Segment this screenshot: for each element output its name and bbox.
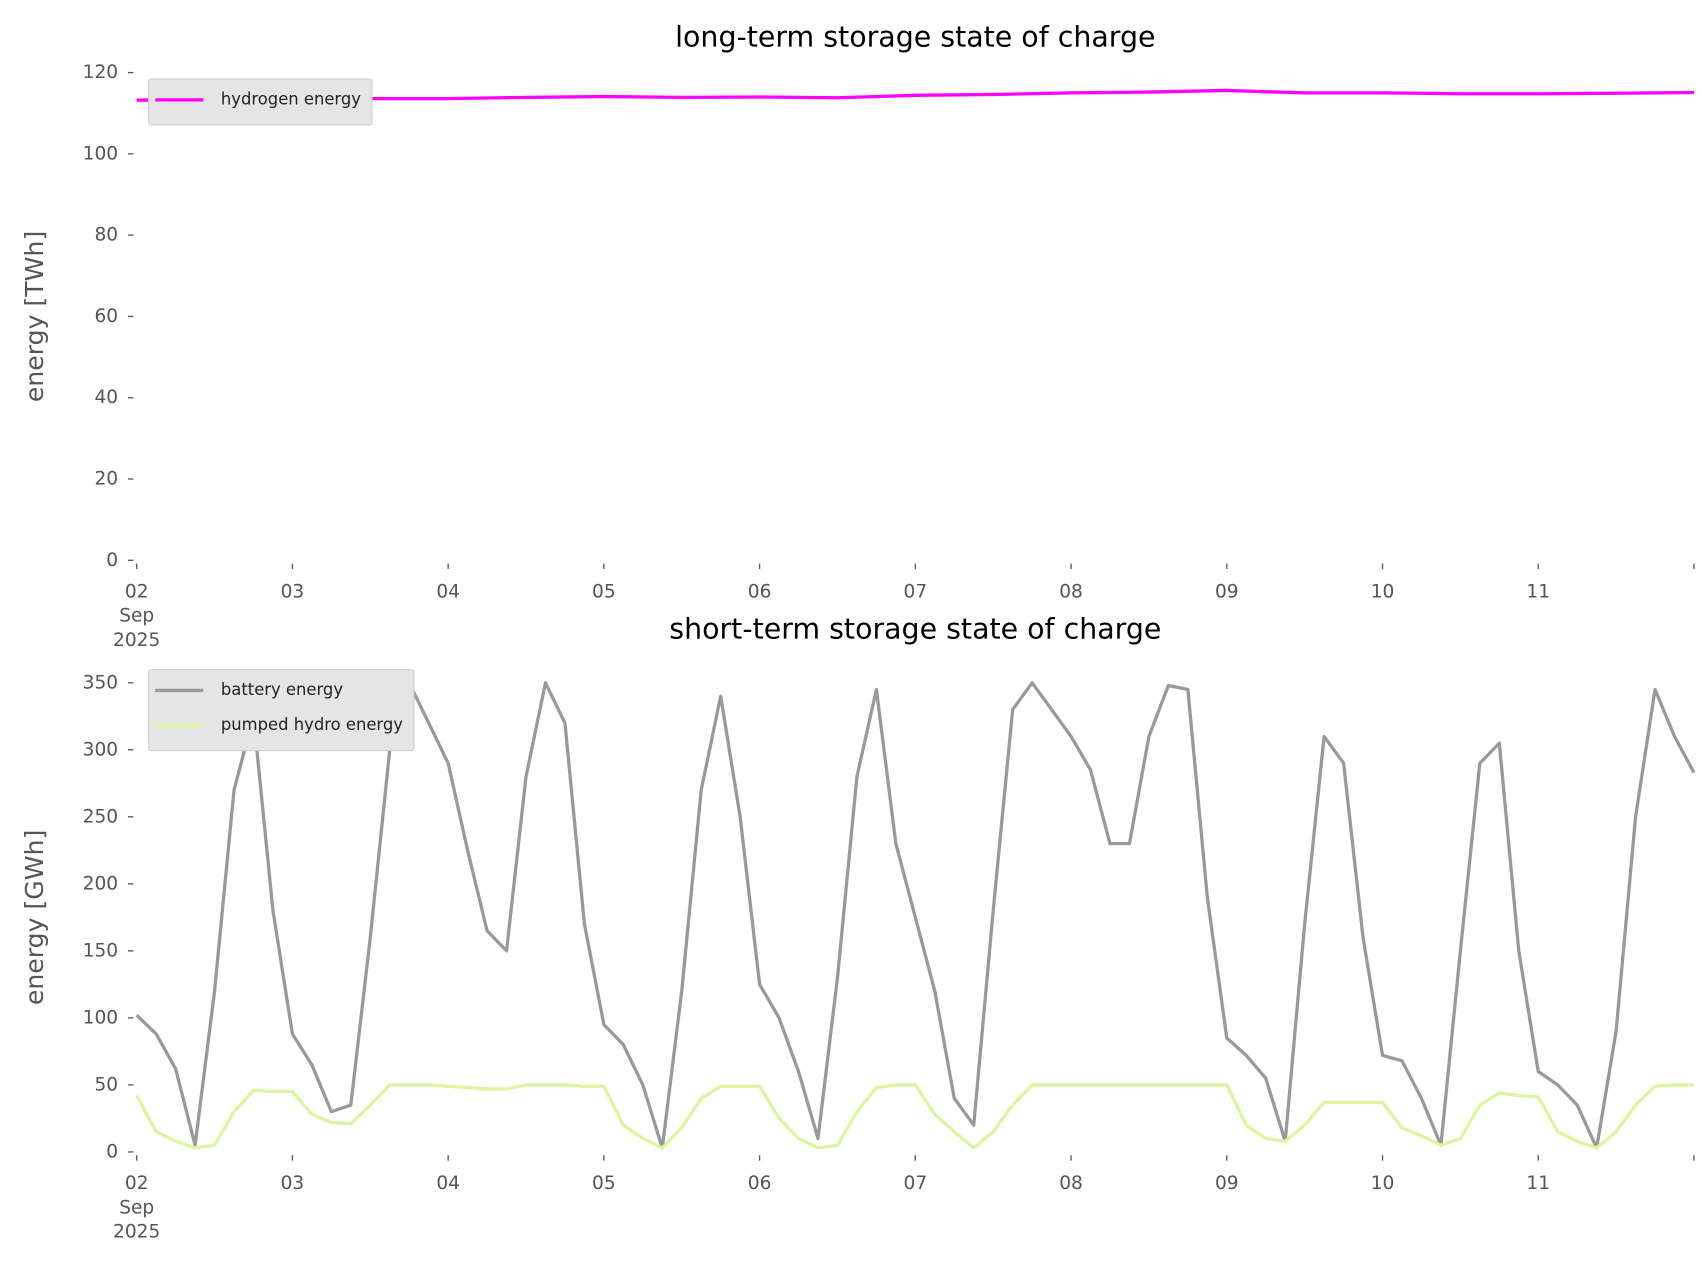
x-tick-label: 10 xyxy=(1371,1173,1395,1194)
series-line xyxy=(135,681,1696,1150)
x-tick-label: 11 xyxy=(1526,581,1550,602)
y-tick-label: 20 xyxy=(94,469,118,490)
x-tick-label: 07 xyxy=(904,581,928,602)
y-axis-label: energy [TWh] xyxy=(20,231,49,402)
x-tick-label: 09 xyxy=(1215,1173,1239,1194)
x-tick-label: 08 xyxy=(1059,581,1083,602)
x-tick-label: 11 xyxy=(1526,1173,1550,1194)
y-tick-label: 120 xyxy=(83,62,118,83)
y-tick-label: 50 xyxy=(94,1074,118,1095)
x-tick-label: 10 xyxy=(1371,581,1395,602)
y-tick-label: 0 xyxy=(106,1141,118,1162)
x-tick-label: 08 xyxy=(1059,1173,1083,1194)
x-tick-label: 03 xyxy=(281,1173,305,1194)
y-tick-label: 200 xyxy=(83,873,118,894)
legend-label: hydrogen energy xyxy=(221,89,361,108)
legend-box xyxy=(148,669,415,752)
y-tick-label: 150 xyxy=(83,940,118,961)
y-tick-label: 250 xyxy=(83,806,118,827)
y-tick-label: 100 xyxy=(83,1007,118,1028)
x-tick-label: 07 xyxy=(904,1173,928,1194)
y-tick-label: 100 xyxy=(83,143,118,164)
y-tick-label: 300 xyxy=(83,739,118,760)
y-tick-label: 80 xyxy=(94,225,118,246)
chart-title: long-term storage state of charge xyxy=(675,21,1155,54)
chart-title: short-term storage state of charge xyxy=(669,612,1161,645)
y-tick-label: 60 xyxy=(94,306,118,327)
x-tick-label: 06 xyxy=(748,581,772,602)
legend-label: battery energy xyxy=(221,680,343,699)
x-tick-label: 05 xyxy=(592,581,616,602)
x-tick-label: 05 xyxy=(592,1173,616,1194)
legend-label: pumped hydro energy xyxy=(221,715,403,734)
series-line xyxy=(135,1083,1694,1150)
x-tick-label: 04 xyxy=(436,1173,460,1194)
x-tick-label: 06 xyxy=(748,1173,772,1194)
x-tick-label: 02 Sep 2025 xyxy=(113,581,160,650)
y-tick-label: 40 xyxy=(94,387,118,408)
x-tick-label: 09 xyxy=(1215,581,1239,602)
y-axis-label: energy [GWh] xyxy=(20,830,49,1005)
x-tick-label: 03 xyxy=(281,581,305,602)
x-tick-label: 02 Sep 2025 xyxy=(113,1173,160,1242)
y-tick-label: 350 xyxy=(83,672,118,693)
legend-box xyxy=(148,78,373,126)
y-tick-label: 0 xyxy=(106,550,118,571)
x-tick-label: 04 xyxy=(436,581,460,602)
series-line xyxy=(136,88,1694,102)
